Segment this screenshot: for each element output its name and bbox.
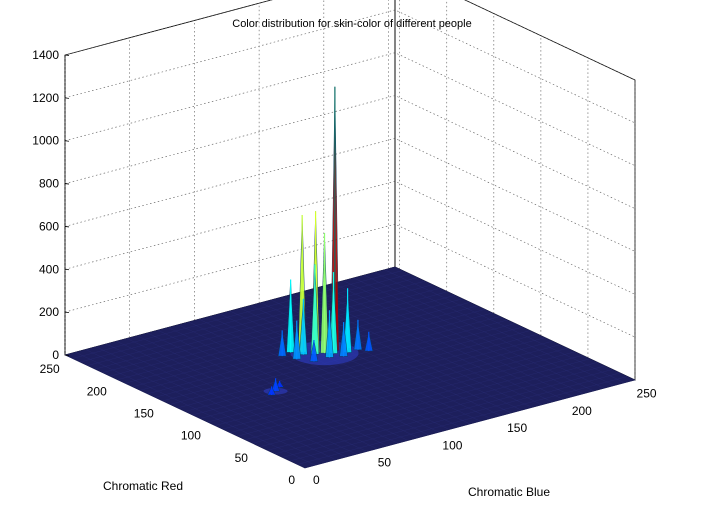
z-tick-mark	[64, 226, 70, 228]
z-tick-mark	[64, 268, 70, 271]
mesh-line	[102, 284, 433, 373]
y-tick-label: 0	[288, 473, 295, 487]
z-tick-mark	[64, 140, 70, 142]
surface-floor	[64, 266, 636, 469]
gridline-z	[64, 138, 636, 252]
x-tick-label: 50	[378, 456, 392, 470]
mesh-line	[333, 283, 574, 397]
surface-peaks	[267, 86, 374, 396]
mesh-line	[109, 287, 441, 377]
y-tick-label: 150	[134, 407, 154, 421]
mesh-line	[72, 270, 403, 359]
x-tick-label: 0	[313, 473, 320, 487]
y-axis-label: Chromatic Red	[103, 479, 183, 493]
mesh-line	[374, 272, 615, 386]
mesh-line	[384, 269, 625, 383]
z-tick-mark	[64, 311, 70, 314]
mesh-line	[64, 266, 396, 356]
y-tick-label: 50	[235, 451, 249, 465]
mesh-line	[312, 288, 553, 403]
mesh-line	[353, 277, 594, 392]
z-tick-label: 200	[39, 305, 59, 319]
chart-title: Color distribution for skin-color of dif…	[232, 18, 471, 30]
x-tick-label: 200	[572, 404, 592, 418]
mesh-line	[322, 286, 563, 400]
mesh-line	[184, 323, 516, 412]
x-tick-label: 100	[442, 438, 462, 452]
axis-ticks: 0200400600800100012001400050100150200250…	[32, 48, 657, 487]
gridline-z	[64, 95, 636, 209]
mesh-line	[271, 299, 512, 414]
x-axis-label: Chromatic Blue	[468, 485, 550, 499]
z-tick-label: 1200	[32, 91, 59, 105]
z-tick-label: 1000	[32, 134, 59, 148]
mesh-line	[394, 266, 636, 381]
z-tick-label: 1400	[32, 48, 59, 62]
z-tick-mark	[64, 183, 70, 185]
mesh-line	[302, 291, 543, 405]
x-tick-label: 150	[507, 421, 527, 435]
gridline-z	[64, 52, 636, 166]
mesh-line	[240, 308, 481, 422]
z-tick-label: 800	[39, 177, 59, 191]
y-tick-label: 100	[181, 429, 201, 443]
mesh-line	[94, 280, 426, 370]
gridline-z	[64, 180, 636, 295]
z-tick-mark	[64, 54, 70, 56]
z-tick-label: 600	[39, 219, 59, 233]
z-tick-label: 400	[39, 262, 59, 276]
mesh-line	[363, 275, 605, 389]
x-tick-label: 250	[637, 387, 657, 401]
mesh-line	[343, 280, 584, 394]
y-tick-label: 250	[40, 362, 60, 376]
z-tick-mark	[64, 97, 70, 99]
mesh-line	[177, 319, 508, 409]
gridline-z	[64, 0, 636, 81]
z-tick-label: 0	[52, 348, 59, 362]
z-tick-mark	[64, 354, 70, 356]
y-tick-label: 200	[87, 384, 107, 398]
mesh-line	[79, 273, 411, 363]
mesh-line	[87, 277, 418, 366]
